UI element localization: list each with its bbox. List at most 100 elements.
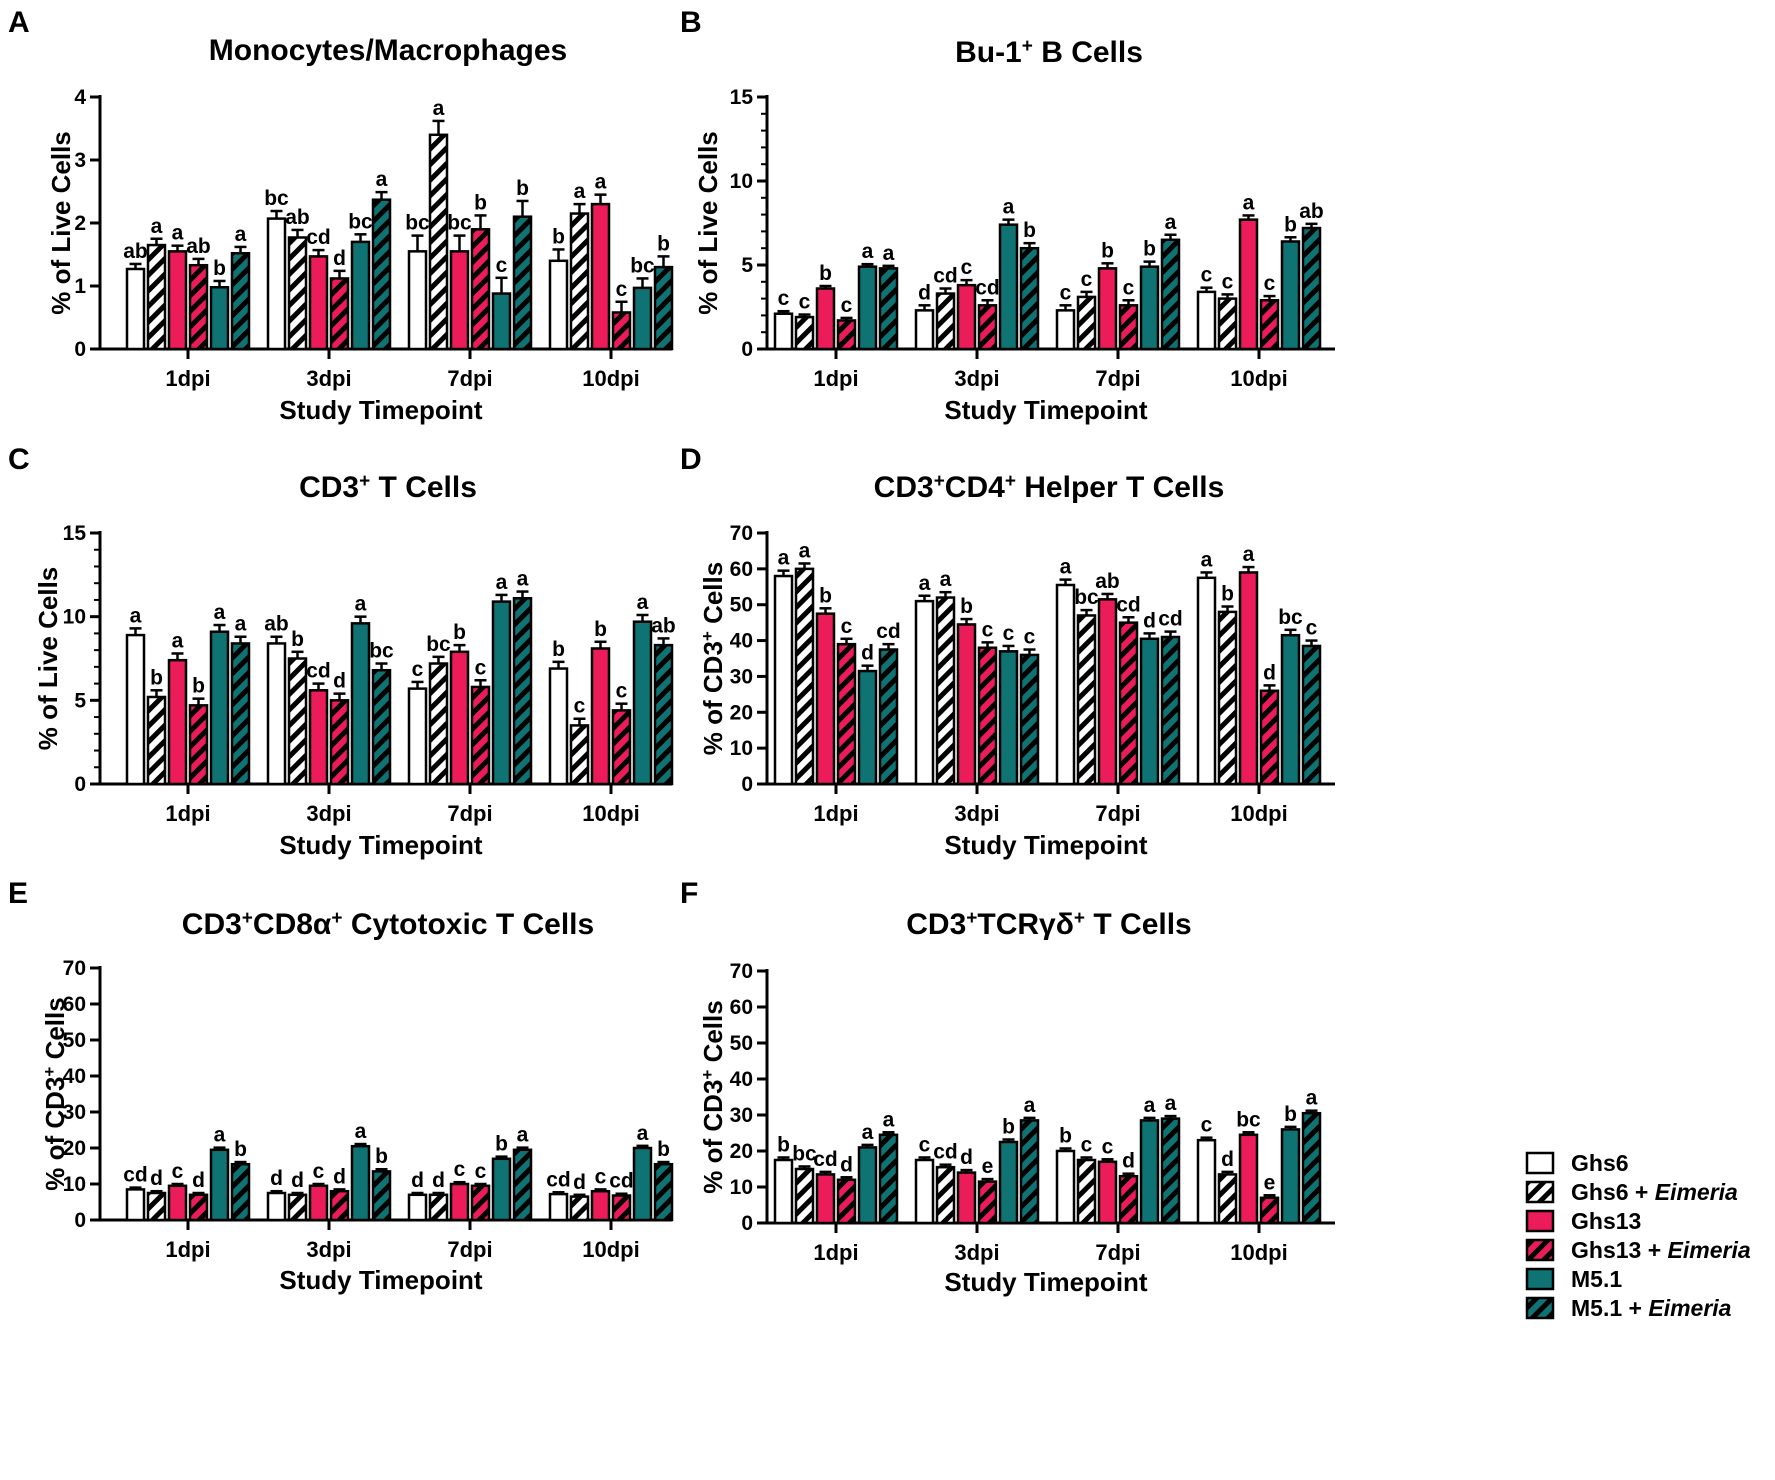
significance-label: d	[1263, 661, 1276, 684]
bar	[914, 1158, 935, 1225]
x-axis-label: Study Timepoint	[944, 830, 1148, 860]
bar	[857, 265, 878, 351]
significance-label: c	[616, 680, 628, 703]
significance-label: cd	[1158, 608, 1183, 631]
significance-label: bc	[1074, 586, 1099, 609]
significance-label: c	[1081, 1133, 1093, 1156]
y-tick-label: 20	[63, 1137, 86, 1160]
y-axis-label: % of CD3+ Cells	[40, 997, 71, 1190]
bar	[956, 283, 977, 351]
significance-label: c	[1123, 276, 1135, 299]
bar	[449, 650, 470, 786]
y-tick-label: 1	[74, 275, 86, 298]
significance-label: b	[516, 177, 529, 200]
significance-label: bc	[792, 1142, 817, 1165]
bar	[977, 304, 998, 351]
bar	[470, 228, 491, 351]
significance-label: a	[517, 568, 529, 591]
significance-label: c	[616, 278, 628, 301]
significance-label: c	[919, 1133, 931, 1156]
bar	[611, 311, 632, 351]
bar	[1160, 238, 1181, 351]
panel-f: F CD3+TCRγδ+ T Cells % of CD3+ Cells 0 10 20 3…	[680, 877, 1335, 1297]
bar	[914, 599, 935, 786]
bar	[1217, 1173, 1238, 1225]
y-tick-label: 15	[63, 522, 87, 545]
legend-label: Ghs13	[1571, 1208, 1641, 1234]
x-tick-label: 10dpi	[582, 1237, 639, 1262]
bar	[1055, 1149, 1076, 1225]
bar	[329, 699, 350, 786]
y-tick-label: 40	[730, 630, 753, 653]
bar	[329, 1189, 350, 1222]
significance-label: a	[940, 568, 952, 591]
bar	[590, 202, 611, 351]
significance-label: d	[411, 1169, 424, 1192]
significance-label: c	[454, 1158, 466, 1181]
significance-label: cd	[933, 1141, 958, 1164]
y-tick-label: 40	[63, 1065, 86, 1088]
x-tick-label: 3dpi	[954, 1240, 999, 1265]
bar	[878, 648, 899, 786]
bar	[371, 198, 392, 351]
significance-label: bc	[1278, 606, 1303, 629]
bar	[449, 1182, 470, 1222]
significance-label: cd	[546, 1168, 571, 1191]
bar	[1076, 295, 1097, 351]
bar	[815, 1173, 836, 1225]
significance-label: b	[234, 1138, 247, 1161]
significance-label: a	[1003, 196, 1015, 219]
bar	[491, 292, 512, 351]
x-axis-label: Study Timepoint	[944, 1267, 1148, 1297]
bar	[1217, 297, 1238, 351]
bar	[998, 1140, 1019, 1225]
panel-c: C CD3+ T Cells % of Live Cells 0 5 10 15 Study …	[8, 443, 676, 860]
y-tick-label: 30	[730, 665, 753, 688]
significance-label: b	[150, 666, 163, 689]
significance-label: ab	[1095, 570, 1120, 593]
significance-label: a	[1144, 1094, 1156, 1117]
x-axis-label: Study Timepoint	[279, 395, 483, 425]
significance-label: c	[496, 254, 508, 277]
bar	[590, 1189, 611, 1222]
significance-label: b	[552, 638, 565, 661]
y-tick-label: 70	[63, 957, 86, 980]
bar	[632, 286, 653, 351]
significance-label: d	[1221, 1148, 1234, 1171]
bar	[548, 1192, 569, 1222]
significance-label: c	[172, 1160, 184, 1183]
bar	[1118, 1174, 1139, 1225]
panel-label: F	[680, 877, 698, 910]
significance-label: c	[595, 1165, 607, 1188]
y-tick-label: 0	[74, 338, 86, 361]
significance-label: c	[1306, 617, 1318, 640]
y-tick-label: 70	[730, 522, 753, 545]
bar	[407, 687, 428, 786]
chart-title: CD3+ T Cells	[299, 471, 477, 505]
bar	[1280, 1128, 1301, 1225]
bar	[428, 133, 449, 351]
significance-label: c	[1201, 1114, 1213, 1137]
significance-label: a	[799, 539, 811, 562]
significance-label: d	[333, 670, 346, 693]
bar	[611, 1194, 632, 1222]
bar	[611, 709, 632, 786]
bar	[878, 267, 899, 351]
significance-label: bc	[447, 212, 472, 235]
significance-label: c	[313, 1160, 325, 1183]
legend-swatch	[1525, 1267, 1555, 1291]
significance-label: a	[496, 571, 508, 594]
y-axis-label: % of CD3+ Cells	[698, 562, 729, 755]
significance-label: b	[594, 618, 607, 641]
panel-label: B	[680, 6, 702, 39]
y-tick-label: 50	[63, 1029, 86, 1052]
chart-title: CD3+TCRγδ+ T Cells	[906, 908, 1191, 942]
significance-label: b	[1284, 1103, 1297, 1126]
significance-label: d	[150, 1167, 163, 1190]
bar	[956, 1171, 977, 1225]
y-tick-label: 30	[63, 1101, 86, 1124]
significance-label: b	[213, 257, 226, 280]
significance-label: cd	[609, 1170, 634, 1193]
x-tick-label: 1dpi	[165, 366, 210, 391]
significance-label: cd	[306, 660, 331, 683]
